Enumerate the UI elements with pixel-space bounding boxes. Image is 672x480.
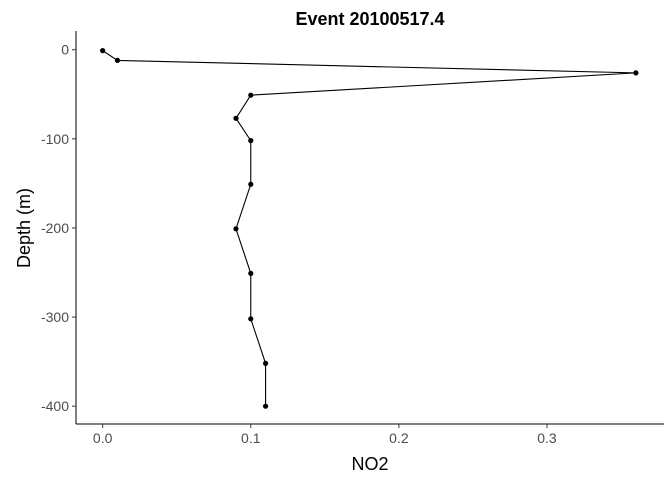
x-tick-label: 0.1: [241, 430, 261, 446]
data-point: [114, 57, 121, 64]
x-tick-label: 0.0: [93, 430, 113, 446]
y-tick-label: 0: [61, 42, 69, 58]
y-tick-label: -100: [41, 131, 69, 147]
y-axis-ticks: 0 -100 -200 -300 -400: [41, 42, 76, 414]
plot-area: [100, 48, 639, 409]
data-point: [233, 226, 239, 232]
data-point: [248, 270, 254, 276]
x-tick-label: 0.2: [389, 430, 409, 446]
y-tick-label: -400: [41, 398, 69, 414]
data-point: [248, 316, 254, 322]
data-point: [248, 181, 254, 187]
y-tick-label: -300: [41, 309, 69, 325]
x-axis-title: NO2: [351, 454, 388, 474]
data-point: [248, 138, 254, 144]
data-point: [248, 92, 254, 98]
series-line: [102, 50, 636, 407]
chart-title: Event 20100517.4: [295, 9, 444, 29]
x-tick-label: 0.3: [537, 430, 557, 446]
data-point: [233, 115, 239, 121]
y-axis-title: Depth (m): [14, 188, 34, 268]
data-point: [633, 70, 639, 76]
y-tick-label: -200: [41, 220, 69, 236]
data-point: [100, 48, 106, 54]
data-point: [262, 403, 269, 409]
x-axis-ticks: 0.0 0.1 0.2 0.3: [93, 424, 557, 446]
data-point: [262, 360, 269, 367]
